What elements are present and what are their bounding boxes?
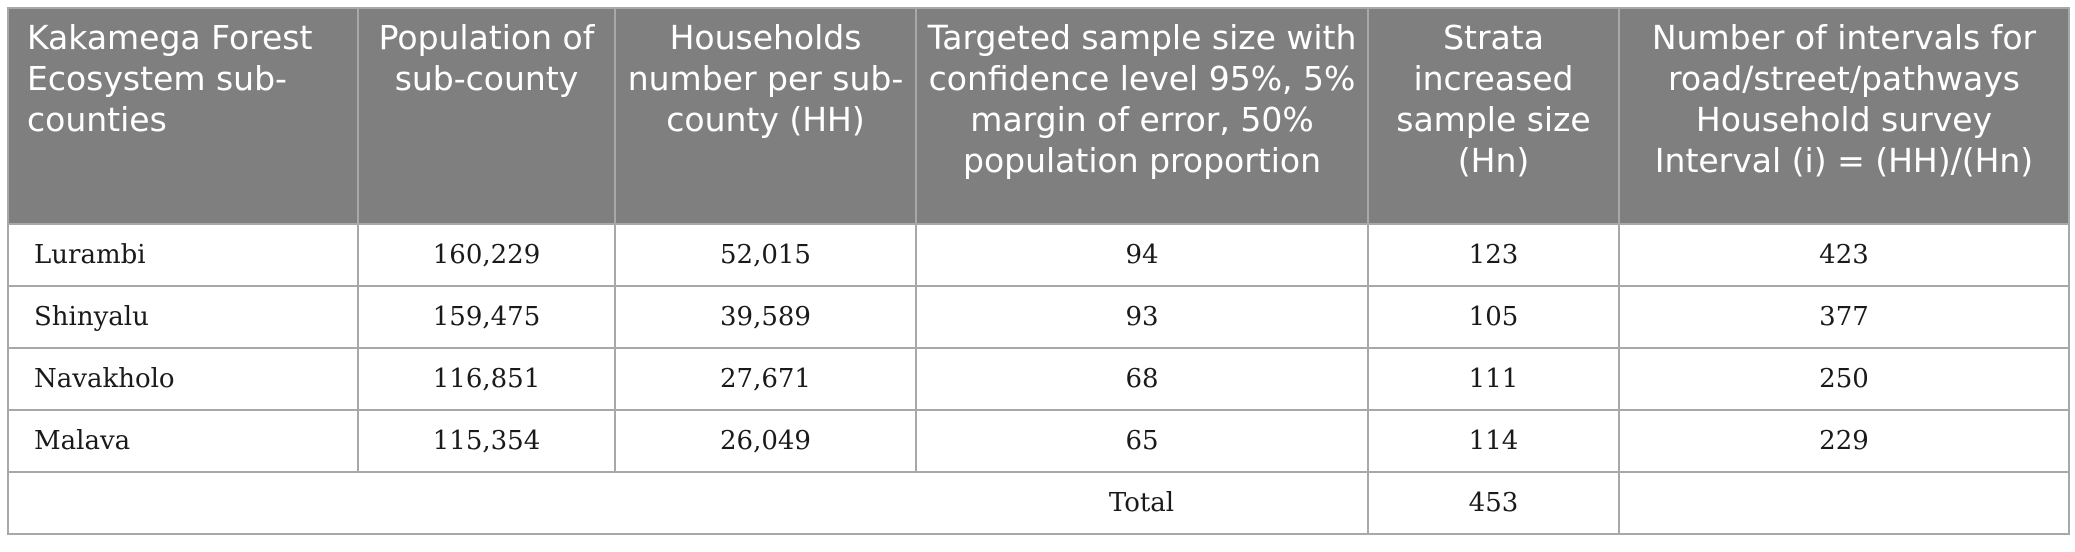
cell-sub-county: Malava [7,409,359,473]
cell-targeted-sample: 94 [915,223,1369,287]
table-row: Shinyalu 159,475 39,589 93 105 377 [7,285,2070,349]
header-sub-counties: Kakamega Forest Ecosystem sub-counties [7,8,359,224]
cell-households: 27,671 [614,347,917,411]
cell-intervals: 250 [1618,347,2070,411]
cell-sub-county: Navakholo [7,347,359,411]
cell-population: 115,354 [357,409,616,473]
table-row: Malava 115,354 26,049 65 114 229 [7,409,2070,473]
cell-targeted-sample: 68 [915,347,1369,411]
cell-households: 52,015 [614,223,917,287]
total-label: Total [916,471,1369,535]
header-strata-sample-size: Strata increased sample size (Hn) [1367,8,1620,224]
cell-households: 26,049 [614,409,917,473]
total-row-blank [7,471,916,535]
cell-sub-county: Shinyalu [7,285,359,349]
cell-population: 116,851 [357,347,616,411]
data-table: Kakamega Forest Ecosystem sub-counties P… [7,7,2070,535]
cell-households: 39,589 [614,285,917,349]
table-row: Lurambi 160,229 52,015 94 123 423 [7,223,2070,287]
cell-strata-sample: 111 [1367,347,1620,411]
header-targeted-sample-size: Targeted sample size with confidence lev… [915,8,1369,224]
cell-intervals: 423 [1618,223,2070,287]
total-intervals-blank [1618,471,2070,535]
total-strata-sample: 453 [1367,471,1620,535]
header-population: Population of sub-county [357,8,616,224]
header-households: Households number per sub-county (HH) [614,8,917,224]
table-row: Navakholo 116,851 27,671 68 111 250 [7,347,2070,411]
cell-intervals: 377 [1618,285,2070,349]
cell-intervals: 229 [1618,409,2070,473]
cell-population: 160,229 [357,223,616,287]
total-row: Total 453 [7,471,2070,535]
cell-strata-sample: 123 [1367,223,1620,287]
cell-strata-sample: 114 [1367,409,1620,473]
cell-sub-county: Lurambi [7,223,359,287]
header-number-of-intervals: Number of intervals for road/street/path… [1618,8,2070,224]
cell-targeted-sample: 93 [915,285,1369,349]
cell-strata-sample: 105 [1367,285,1620,349]
cell-targeted-sample: 65 [915,409,1369,473]
header-row: Kakamega Forest Ecosystem sub-counties P… [7,8,2070,224]
cell-population: 159,475 [357,285,616,349]
